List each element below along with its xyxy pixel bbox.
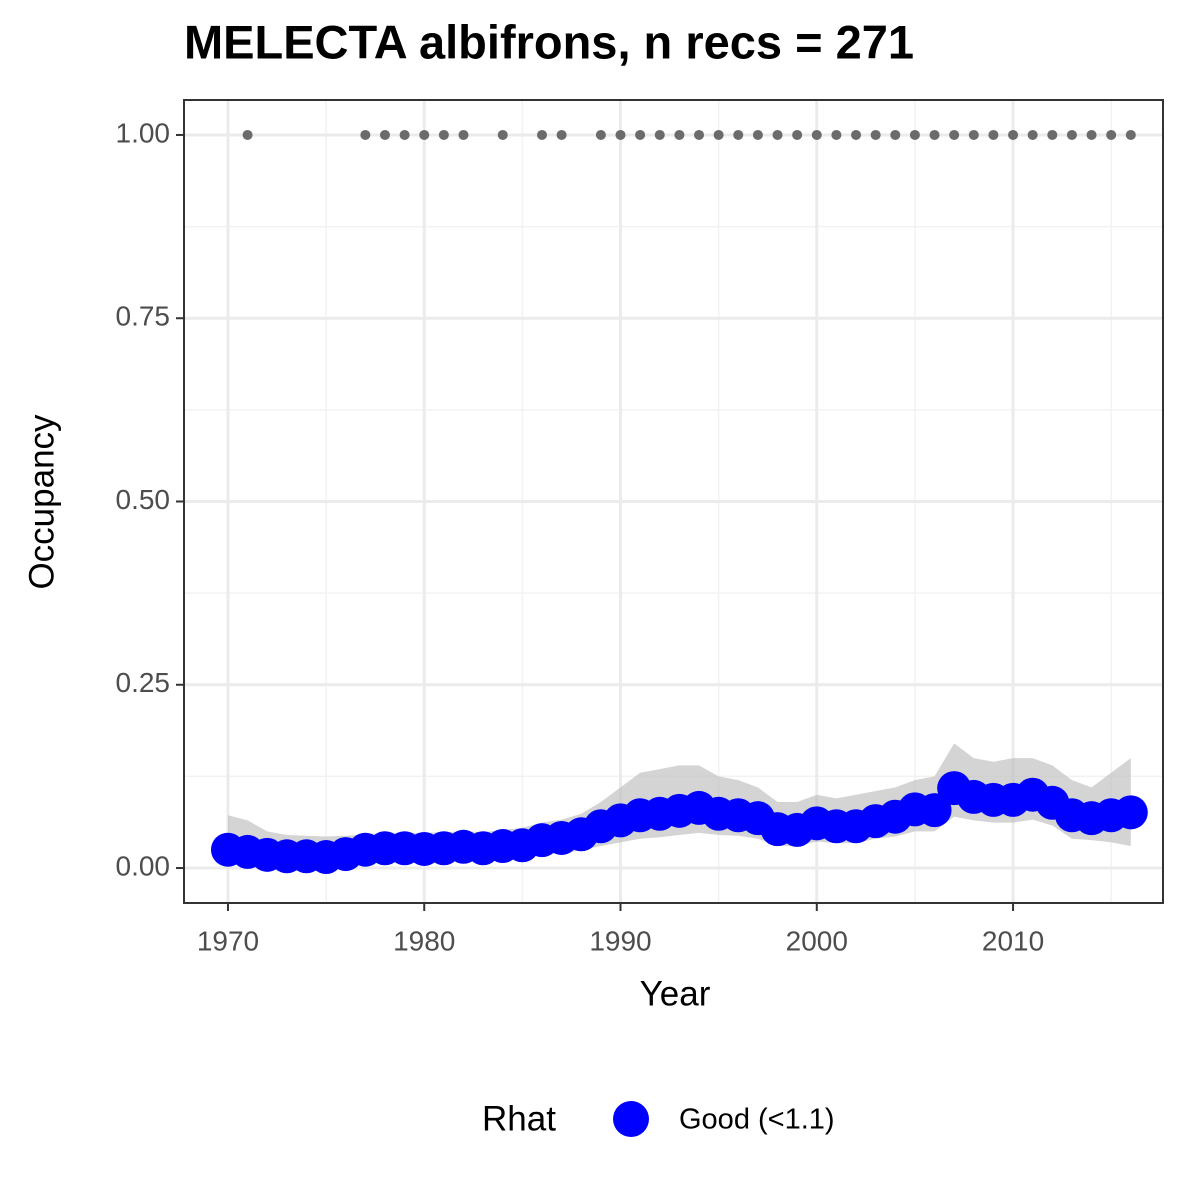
record-point [1008, 129, 1019, 140]
legend-swatch [613, 1101, 649, 1137]
x-tick-label: 1980 [393, 925, 455, 956]
x-tick-label: 2000 [786, 925, 848, 956]
record-point [929, 129, 940, 140]
record-point [1086, 129, 1097, 140]
record-point [949, 129, 960, 140]
record-point [792, 129, 803, 140]
record-point [536, 129, 547, 140]
y-tick-label: 0.25 [116, 667, 171, 698]
y-tick-label: 0.75 [116, 301, 171, 332]
record-point [1027, 129, 1038, 140]
record-point [458, 129, 469, 140]
record-point [733, 129, 744, 140]
x-axis-title: Year [640, 974, 711, 1013]
record-point [870, 129, 881, 140]
legend-label: Good (<1.1) [679, 1104, 835, 1136]
record-point [694, 129, 705, 140]
record-point [1125, 129, 1136, 140]
y-tick-label: 0.00 [116, 850, 171, 881]
record-point [497, 129, 508, 140]
record-point [831, 129, 842, 140]
x-tick-label: 2010 [982, 925, 1044, 956]
record-point [752, 129, 763, 140]
chart-title: MELECTA albifrons, n recs = 271 [184, 15, 914, 68]
record-point [438, 129, 449, 140]
record-point [556, 129, 567, 140]
record-point [360, 129, 371, 140]
record-point [772, 129, 783, 140]
plot-border [183, 99, 1164, 904]
x-tick-label: 1990 [589, 925, 651, 956]
record-point [890, 129, 901, 140]
y-tick-label: 0.50 [116, 484, 171, 515]
record-point [595, 129, 606, 140]
record-point [399, 129, 410, 140]
record-point [1066, 129, 1077, 140]
record-point [1047, 129, 1058, 140]
record-point [615, 129, 626, 140]
record-point [811, 129, 822, 140]
record-point [988, 129, 999, 140]
record-point [379, 129, 390, 140]
y-axis-title: Occupancy [22, 414, 61, 590]
record-point [1106, 129, 1117, 140]
record-point [242, 129, 253, 140]
record-point [909, 129, 920, 140]
x-tick-label: 1970 [197, 925, 259, 956]
y-tick-label: 1.00 [116, 117, 171, 148]
record-point [635, 129, 646, 140]
record-point [713, 129, 724, 140]
legend-title: Rhat [482, 1099, 556, 1138]
occupancy-point [1113, 795, 1148, 830]
occupancy-point [917, 793, 952, 828]
record-point [674, 129, 685, 140]
record-point [654, 129, 665, 140]
record-point [968, 129, 979, 140]
record-point [419, 129, 430, 140]
record-point [851, 129, 862, 140]
